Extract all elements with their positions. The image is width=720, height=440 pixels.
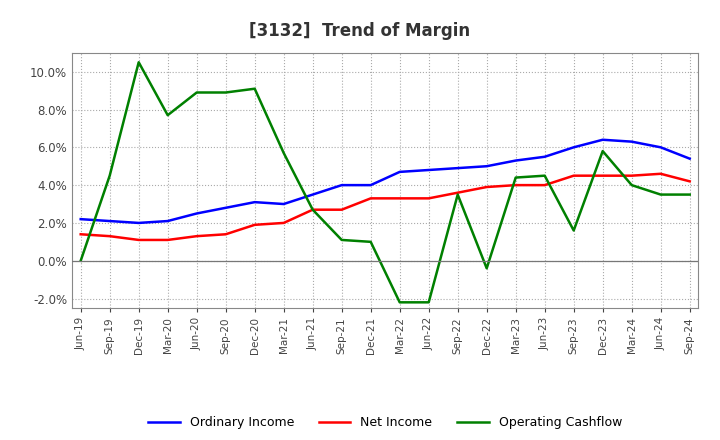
Operating Cashflow [454,192,462,197]
Text: [3132]  Trend of Margin: [3132] Trend of Margin [249,22,471,40]
Ordinary Income [482,164,491,169]
Ordinary Income [366,183,375,188]
Operating Cashflow [338,237,346,242]
Net Income [657,171,665,176]
Net Income [685,179,694,184]
Net Income [627,173,636,178]
Ordinary Income [424,167,433,172]
Ordinary Income [76,216,85,222]
Net Income [221,231,230,237]
Net Income [308,207,317,213]
Ordinary Income [308,192,317,197]
Ordinary Income [251,199,259,205]
Net Income [424,196,433,201]
Ordinary Income [685,156,694,161]
Ordinary Income [541,154,549,159]
Ordinary Income [454,165,462,171]
Net Income [192,234,201,239]
Ordinary Income [105,218,114,224]
Net Income [395,196,404,201]
Net Income [570,173,578,178]
Net Income [511,183,520,188]
Net Income [135,237,143,242]
Operating Cashflow [570,228,578,233]
Ordinary Income [657,145,665,150]
Operating Cashflow [657,192,665,197]
Net Income [105,234,114,239]
Operating Cashflow [598,148,607,154]
Operating Cashflow [105,173,114,178]
Net Income [279,220,288,226]
Ordinary Income [163,218,172,224]
Net Income [541,183,549,188]
Operating Cashflow [482,266,491,271]
Ordinary Income [338,183,346,188]
Operating Cashflow [627,183,636,188]
Net Income [338,207,346,213]
Legend: Ordinary Income, Net Income, Operating Cashflow: Ordinary Income, Net Income, Operating C… [143,411,627,434]
Operating Cashflow [279,150,288,156]
Operating Cashflow [366,239,375,245]
Operating Cashflow [424,300,433,305]
Operating Cashflow [163,113,172,118]
Ordinary Income [192,211,201,216]
Operating Cashflow [685,192,694,197]
Line: Net Income: Net Income [81,174,690,240]
Operating Cashflow [251,86,259,92]
Operating Cashflow [221,90,230,95]
Ordinary Income [135,220,143,226]
Line: Operating Cashflow: Operating Cashflow [81,62,690,302]
Line: Ordinary Income: Ordinary Income [81,140,690,223]
Operating Cashflow [511,175,520,180]
Ordinary Income [511,158,520,163]
Operating Cashflow [192,90,201,95]
Net Income [454,190,462,195]
Net Income [251,222,259,227]
Net Income [366,196,375,201]
Operating Cashflow [308,207,317,213]
Net Income [163,237,172,242]
Ordinary Income [570,145,578,150]
Ordinary Income [627,139,636,144]
Operating Cashflow [541,173,549,178]
Ordinary Income [395,169,404,175]
Operating Cashflow [135,59,143,65]
Net Income [482,184,491,190]
Ordinary Income [279,202,288,207]
Operating Cashflow [76,258,85,264]
Net Income [76,231,85,237]
Net Income [598,173,607,178]
Ordinary Income [598,137,607,143]
Operating Cashflow [395,300,404,305]
Ordinary Income [221,205,230,210]
